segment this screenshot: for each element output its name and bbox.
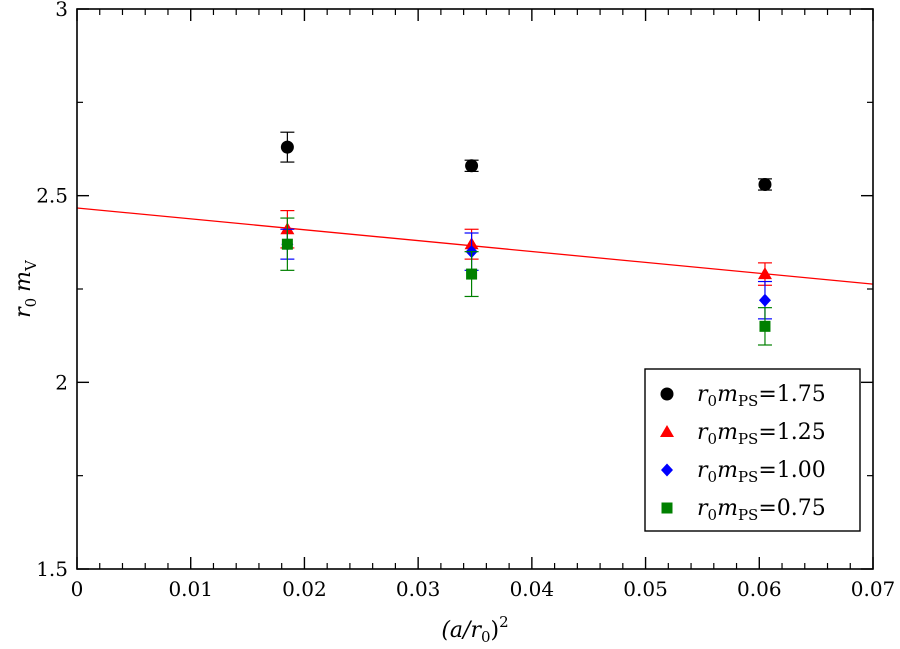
marks-layer	[280, 131, 772, 346]
legend-label-2: r0mPS=1.25	[697, 420, 826, 448]
series-2	[280, 210, 772, 286]
legend-marker-1	[660, 387, 674, 401]
x-tick-label: 0.01	[168, 577, 213, 601]
y-tick-label: 1.5	[36, 557, 68, 581]
axis-titles: (a/r0)2 r0mV	[11, 259, 509, 646]
data-point	[759, 320, 771, 332]
legend-marker-2	[660, 425, 674, 437]
x-tick-label: 0.07	[851, 577, 896, 601]
ticks-layer: 0 0.01 0.02 0.03 0.04 0.05 0.06 0.07 1.5 2 2.5 3	[36, 0, 895, 601]
data-point	[758, 293, 771, 307]
data-point	[465, 159, 479, 173]
legend-label-3: r0mPS=1.00	[697, 458, 826, 486]
series-1	[280, 131, 772, 191]
y-axis-title: r0mV	[11, 259, 40, 318]
x-tick-label: 0	[71, 577, 84, 601]
data-point	[466, 268, 478, 280]
legend-items: r0mPS=1.75 r0mPS=1.25 r0mPS=1.00 r0mPS=0.75	[660, 382, 826, 524]
data-point	[758, 177, 772, 191]
x-tick-label: 0.03	[396, 577, 441, 601]
y-tick-label: 2	[55, 370, 68, 394]
legend-marker-3	[661, 463, 673, 477]
x-tick-label: 0.06	[737, 577, 782, 601]
data-point	[757, 267, 772, 280]
legend-label-1: r0mPS=1.75	[697, 382, 826, 410]
x-tick-label: 0.04	[510, 577, 555, 601]
x-tick-label: 0.05	[623, 577, 668, 601]
legend-label-4: r0mPS=0.75	[697, 496, 826, 524]
legend-box	[644, 368, 861, 532]
data-point	[280, 140, 294, 154]
data-point	[281, 238, 293, 250]
x-axis-title: (a/r0)2	[441, 613, 508, 646]
legend: r0mPS=1.75 r0mPS=1.25 r0mPS=1.00 r0mPS=0.75	[644, 368, 861, 532]
legend-marker-4	[661, 502, 673, 514]
y-tick-label: 2.5	[36, 184, 68, 208]
series-4	[280, 217, 772, 346]
x-tick-label: 0.02	[282, 577, 327, 601]
y-tick-label: 3	[55, 0, 68, 21]
series-3	[280, 228, 772, 320]
